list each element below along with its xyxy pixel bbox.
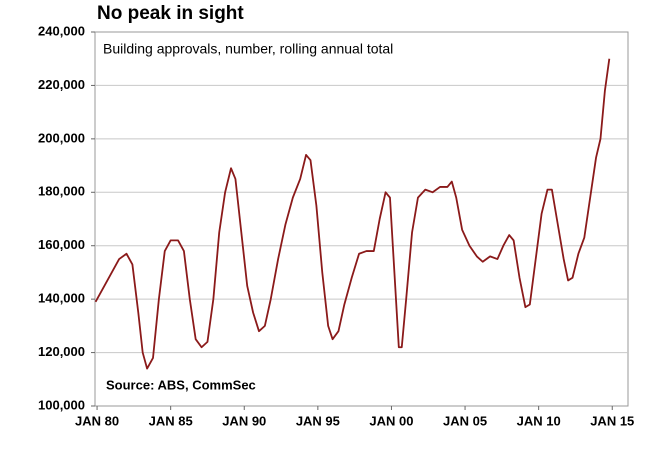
x-tick-label: JAN 05 xyxy=(443,413,487,428)
y-tick-label: 220,000 xyxy=(38,77,85,92)
x-tick-label: JAN 85 xyxy=(149,413,193,428)
plot-area xyxy=(94,31,629,407)
y-tick-label: 120,000 xyxy=(38,344,85,359)
subtitle: Building approvals, number, rolling annu… xyxy=(103,41,393,57)
chart-title: No peak in sight xyxy=(97,3,244,24)
y-tick-label: 240,000 xyxy=(38,23,85,38)
y-tick-label: 140,000 xyxy=(38,291,85,306)
x-tick-label: JAN 90 xyxy=(222,413,266,428)
x-tick-label: JAN 15 xyxy=(590,413,634,428)
y-tick-label: 200,000 xyxy=(38,130,85,145)
x-tick-label: JAN 80 xyxy=(75,413,119,428)
x-tick-label: JAN 00 xyxy=(369,413,413,428)
data-line xyxy=(94,58,611,370)
x-tick-label: JAN 95 xyxy=(296,413,340,428)
y-tick-label: 180,000 xyxy=(38,184,85,199)
y-tick-label: 100,000 xyxy=(38,397,85,412)
x-tick-label: JAN 10 xyxy=(517,413,561,428)
y-tick-label: 160,000 xyxy=(38,237,85,252)
source-note: Source: ABS, CommSec xyxy=(106,377,256,392)
